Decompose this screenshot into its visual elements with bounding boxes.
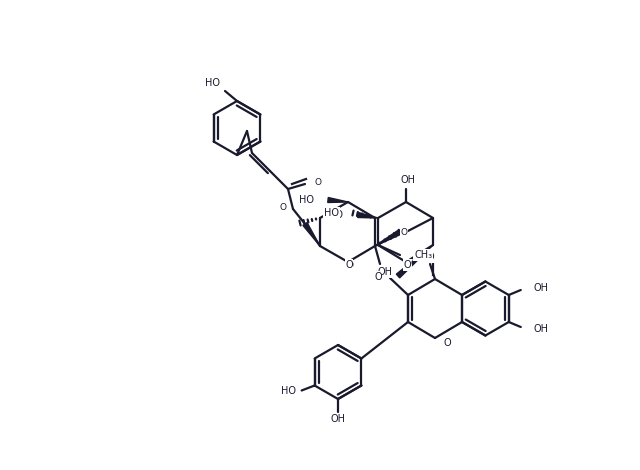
Text: CH₃: CH₃ [414,250,432,260]
Text: O: O [426,252,434,262]
Text: O: O [401,227,408,236]
Text: HO: HO [281,385,296,395]
Text: OH: OH [401,175,415,185]
Text: O: O [314,178,321,187]
Polygon shape [375,230,401,246]
Polygon shape [328,197,348,203]
Text: O: O [443,338,451,348]
Text: O: O [279,203,286,212]
Text: HO: HO [328,210,343,220]
Polygon shape [396,245,433,278]
Text: O: O [345,260,353,270]
Polygon shape [358,212,378,218]
Text: OH: OH [378,267,392,277]
Text: OH: OH [330,414,346,424]
Text: OH: OH [534,283,548,293]
Text: HO: HO [205,78,220,88]
Text: O: O [346,260,353,269]
Text: OH: OH [534,324,548,334]
Text: O: O [403,260,411,270]
Text: O: O [374,270,382,280]
Text: O: O [404,260,412,269]
Text: O: O [374,272,382,282]
Text: O: O [404,259,412,268]
Polygon shape [303,223,320,246]
Text: HO: HO [324,208,339,218]
Text: HO: HO [299,195,314,205]
